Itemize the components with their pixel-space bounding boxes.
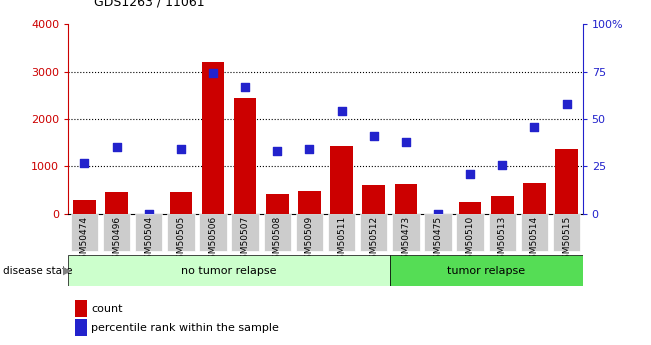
Text: tumor relapse: tumor relapse [447,266,525,276]
FancyBboxPatch shape [392,214,419,252]
Point [561,101,572,107]
Text: GSM50505: GSM50505 [176,216,186,265]
Bar [73,200,96,214]
Bar [395,184,417,214]
Text: GSM50513: GSM50513 [498,216,506,265]
Text: disease state: disease state [3,266,73,276]
Text: ▶: ▶ [62,266,71,276]
FancyBboxPatch shape [456,214,484,252]
Point [79,160,90,165]
Bar [523,183,546,214]
FancyBboxPatch shape [199,214,227,252]
FancyBboxPatch shape [553,214,580,252]
Point [111,145,122,150]
Point [433,211,443,217]
Bar [459,202,481,214]
Text: GSM50504: GSM50504 [145,216,153,265]
Point [529,124,540,129]
Text: GSM50508: GSM50508 [273,216,282,265]
Bar [266,194,288,214]
FancyBboxPatch shape [360,214,387,252]
FancyBboxPatch shape [296,214,323,252]
FancyBboxPatch shape [328,214,355,252]
Point [176,147,186,152]
Text: no tumor relapse: no tumor relapse [182,266,277,276]
Text: GSM50506: GSM50506 [208,216,217,265]
Bar [68,255,390,286]
FancyBboxPatch shape [71,214,98,252]
Bar [330,146,353,214]
FancyBboxPatch shape [264,214,291,252]
Text: GSM50473: GSM50473 [402,216,410,265]
Point [208,71,218,76]
Bar [491,196,514,214]
Text: GSM50475: GSM50475 [434,216,443,265]
Text: GSM50511: GSM50511 [337,216,346,265]
Point [465,171,475,177]
Text: count: count [91,304,122,314]
Bar [555,149,578,214]
Point [400,139,411,145]
Bar [202,62,224,214]
Point [337,109,347,114]
FancyBboxPatch shape [489,214,516,252]
Point [304,147,314,152]
Text: percentile rank within the sample: percentile rank within the sample [91,323,279,333]
Point [368,133,379,139]
Text: GSM50474: GSM50474 [80,216,89,265]
FancyBboxPatch shape [232,214,259,252]
FancyBboxPatch shape [135,214,162,252]
Text: GSM50514: GSM50514 [530,216,539,265]
Text: GSM50509: GSM50509 [305,216,314,265]
FancyBboxPatch shape [521,214,548,252]
Text: GSM50512: GSM50512 [369,216,378,265]
Text: GSM50510: GSM50510 [465,216,475,265]
Text: GDS1263 / 11061: GDS1263 / 11061 [94,0,205,9]
FancyBboxPatch shape [167,214,195,252]
Bar [298,191,321,214]
Point [497,162,508,167]
Bar [234,98,256,214]
Bar [363,185,385,214]
Text: GSM50515: GSM50515 [562,216,571,265]
Text: GSM50496: GSM50496 [112,216,121,265]
Text: GSM50507: GSM50507 [241,216,249,265]
FancyBboxPatch shape [424,214,452,252]
Point [143,211,154,217]
Bar [390,255,583,286]
FancyBboxPatch shape [103,214,130,252]
Point [272,148,283,154]
Bar [170,192,192,214]
Point [240,84,251,89]
Bar [105,191,128,214]
